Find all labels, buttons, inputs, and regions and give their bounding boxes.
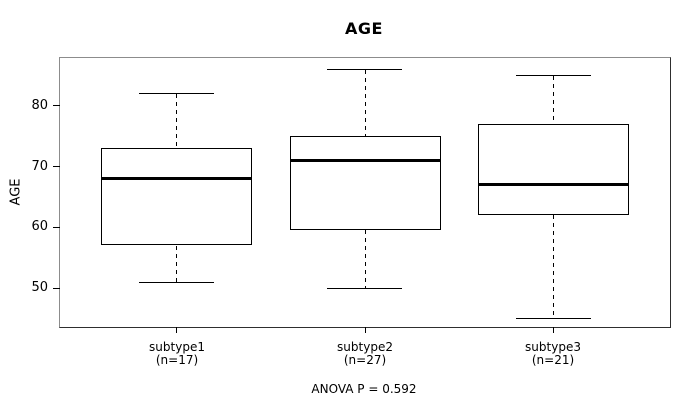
whisker-cap-upper — [327, 69, 402, 70]
anova-annotation: ANOVA P = 0.592 — [311, 382, 417, 396]
iqr-box — [101, 148, 252, 245]
y-tick-mark — [53, 105, 60, 106]
whisker-cap-lower — [516, 318, 591, 319]
y-tick-mark — [53, 288, 60, 289]
x-tick-mark — [176, 327, 177, 333]
y-tick-label: 80 — [31, 98, 48, 113]
whisker-cap-upper — [516, 75, 591, 76]
category-label: subtype2 — [337, 340, 393, 354]
whisker-upper — [176, 94, 177, 149]
y-tick-mark — [53, 166, 60, 167]
median-line — [478, 183, 629, 186]
category-count-label: (n=17) — [155, 352, 199, 367]
y-tick-label: 70 — [31, 159, 48, 174]
whisker-lower — [176, 246, 177, 282]
y-tick-label: 60 — [31, 219, 48, 234]
category-label: subtype3 — [525, 340, 581, 354]
chart-title: AGE — [345, 19, 383, 38]
category-count-label: (n=27) — [343, 352, 387, 367]
y-tick-label: 50 — [31, 280, 48, 295]
x-tick-label: subtype2 (n=27) — [337, 341, 393, 366]
median-line — [290, 159, 441, 162]
whisker-cap-upper — [139, 93, 214, 94]
y-tick-mark — [53, 227, 60, 228]
whisker-upper — [553, 76, 554, 125]
x-tick-mark — [365, 327, 366, 333]
category-count-label: (n=21) — [531, 352, 575, 367]
whisker-lower — [553, 215, 554, 318]
median-line — [101, 177, 252, 180]
whisker-upper — [365, 70, 366, 137]
whisker-lower — [365, 230, 366, 288]
x-tick-label: subtype3 (n=21) — [525, 341, 581, 366]
y-axis-title: AGE — [8, 178, 24, 206]
x-tick-label: subtype1 (n=17) — [149, 341, 205, 366]
category-label: subtype1 — [149, 340, 205, 354]
plot-area: 50 60 70 80 subtype1 (n=17) subtype2 (n=27) subt… — [31, 57, 671, 366]
whisker-cap-lower — [327, 288, 402, 289]
iqr-box — [290, 136, 441, 230]
iqr-box — [478, 124, 629, 215]
x-tick-mark — [553, 327, 554, 333]
whisker-cap-lower — [139, 282, 214, 283]
